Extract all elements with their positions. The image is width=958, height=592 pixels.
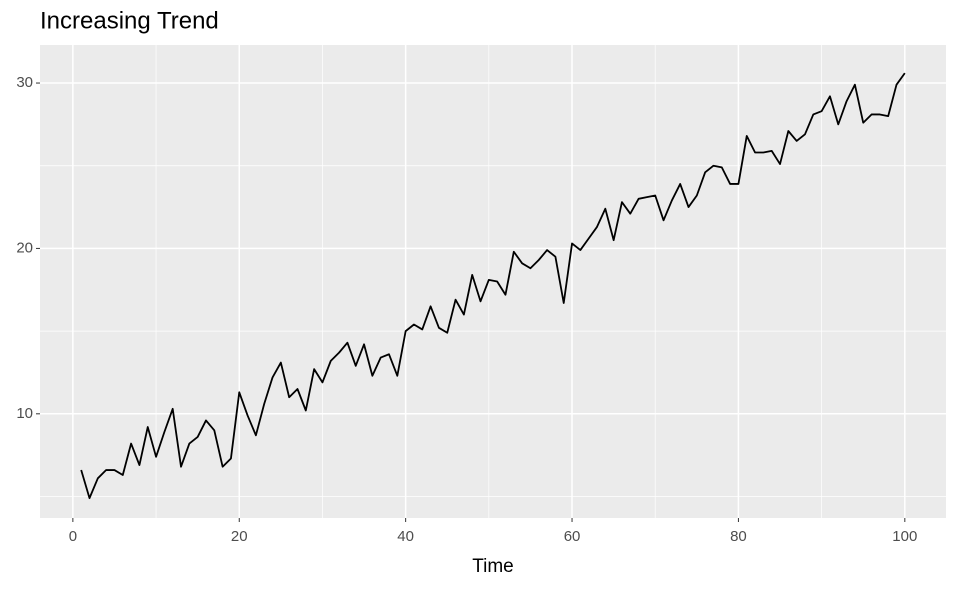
y-tick-label: 30 [16, 74, 33, 91]
line [80, 72, 906, 500]
y-tick-label: 20 [16, 239, 33, 256]
x-tick-label: 20 [231, 528, 248, 545]
x-axis-label: Time [472, 556, 514, 577]
x-tick-label: 80 [730, 528, 747, 545]
y-tick-label: 10 [16, 405, 33, 422]
x-tick-label: 0 [69, 528, 77, 545]
chart-title: Increasing Trend [40, 7, 219, 34]
x-tick-label: 60 [564, 528, 581, 545]
x-tick-label: 40 [397, 528, 414, 545]
x-tick-label: 100 [892, 528, 917, 545]
